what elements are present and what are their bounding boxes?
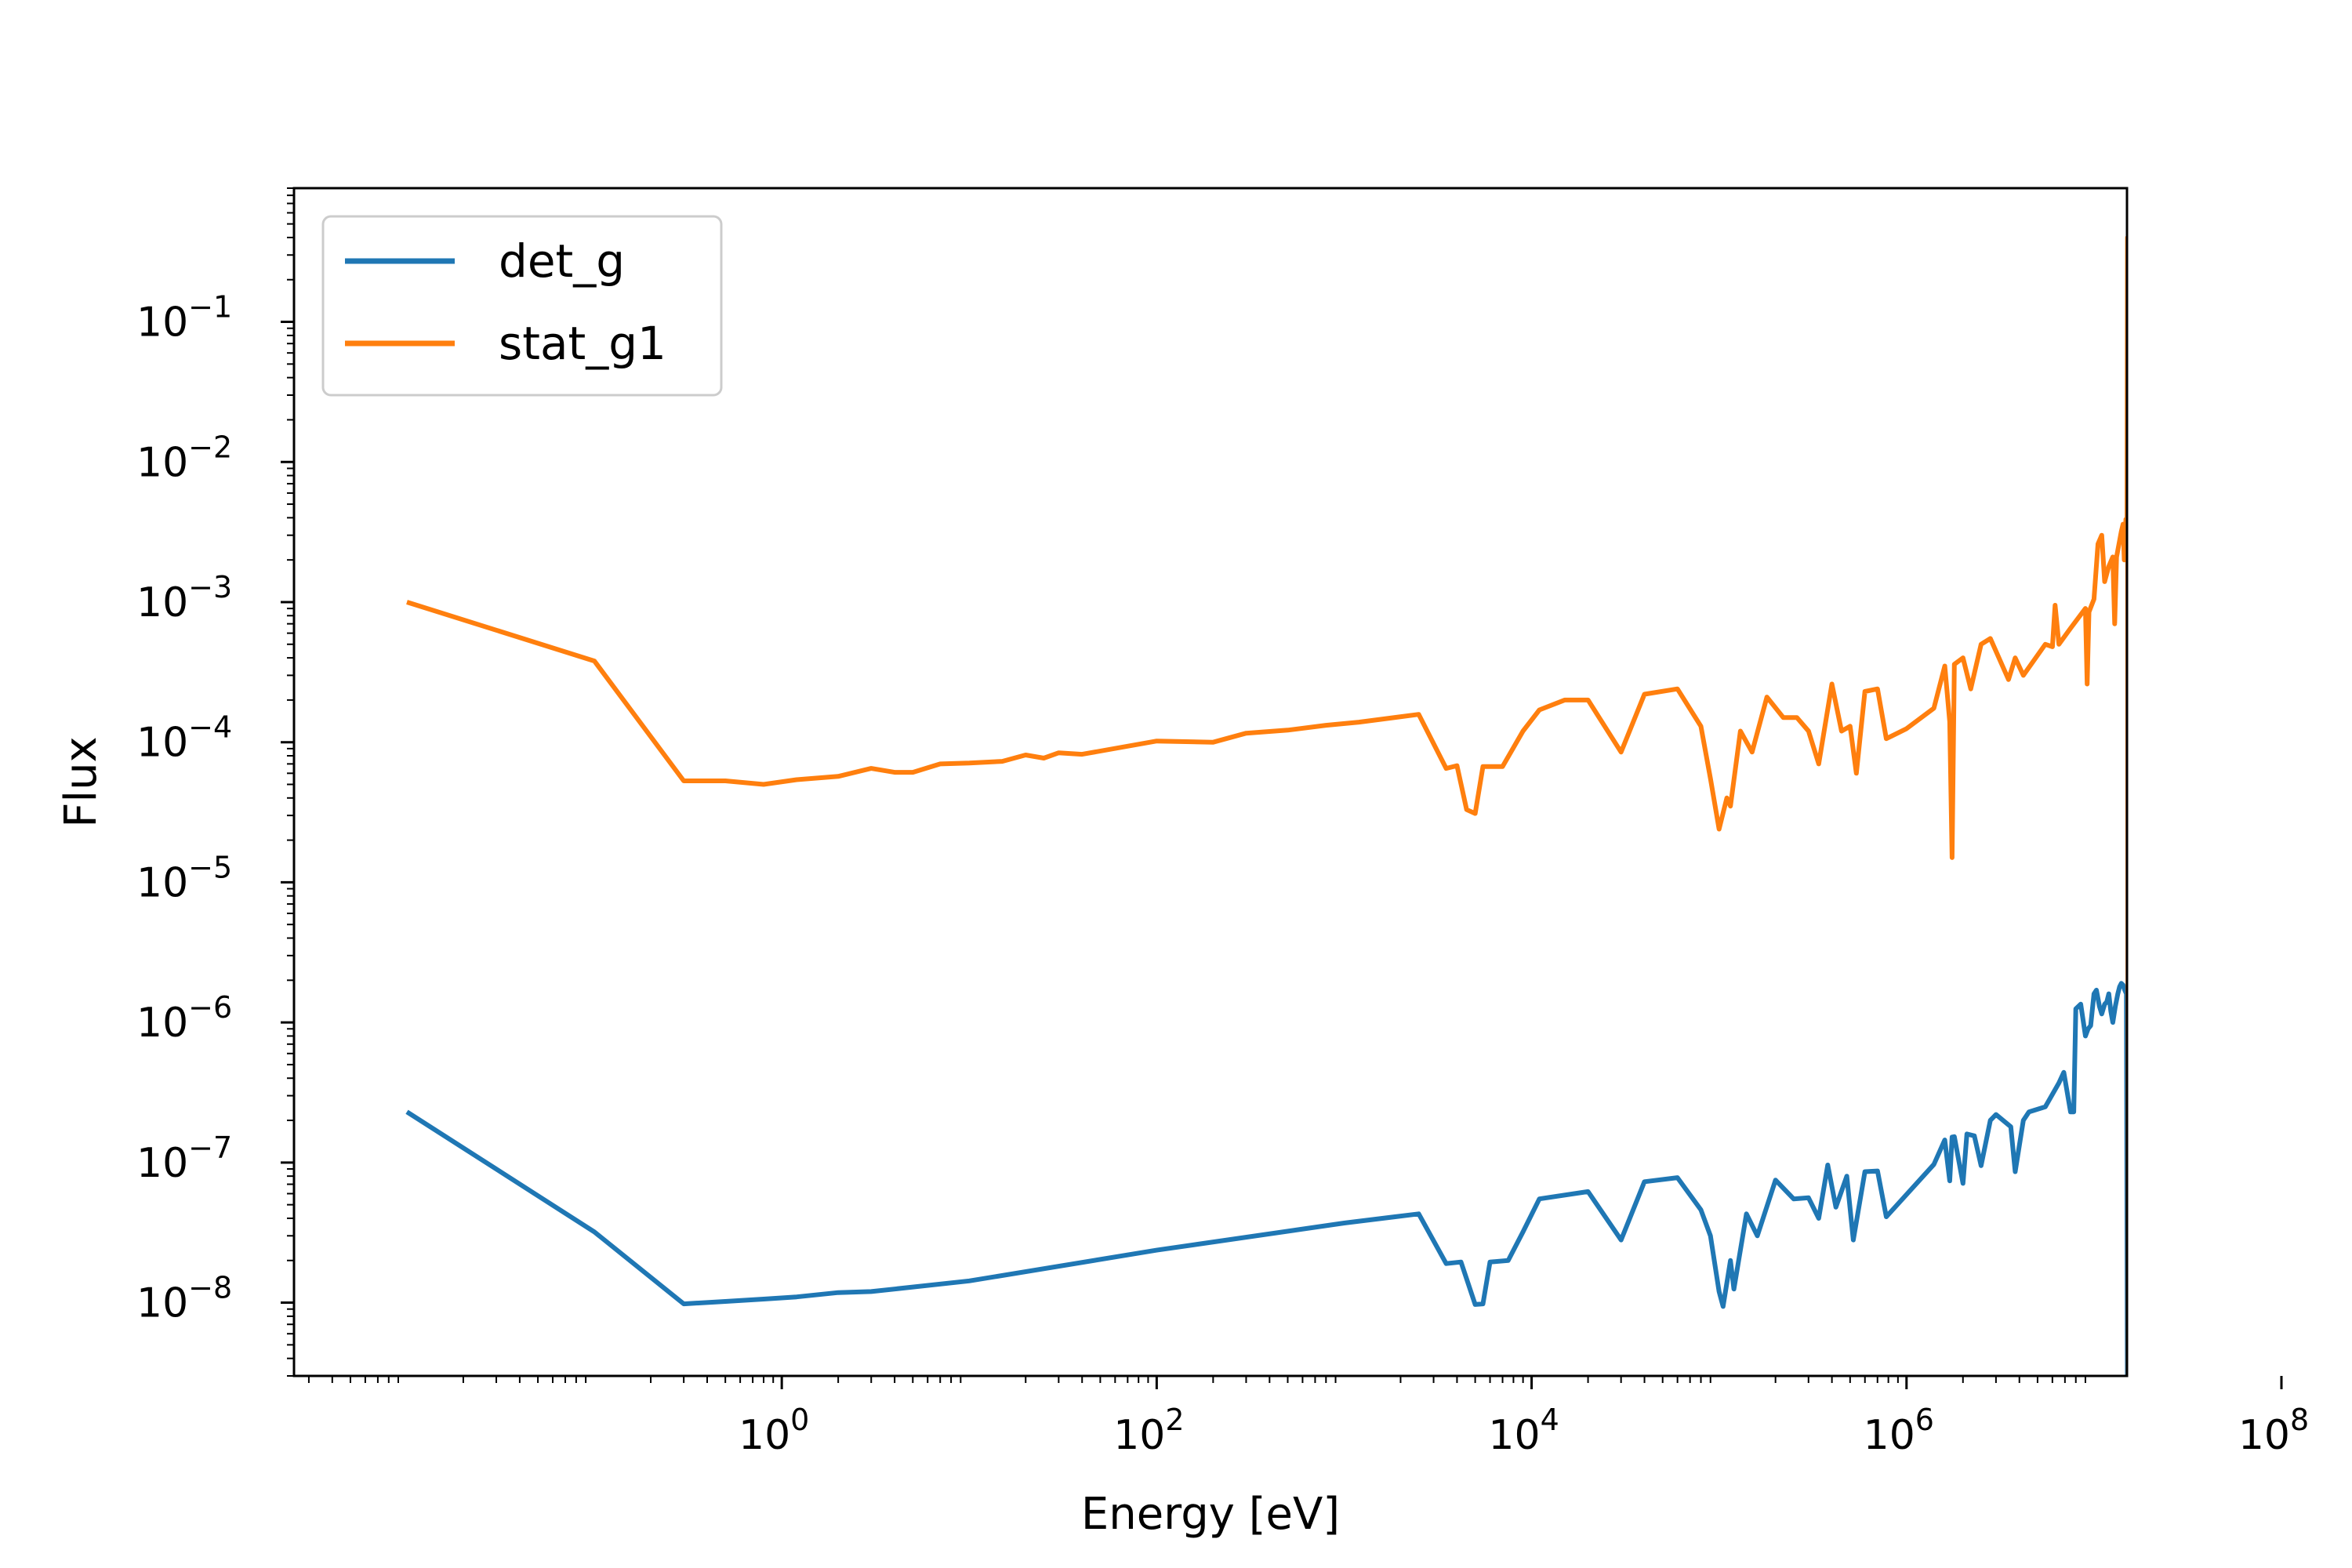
plot-frame bbox=[292, 187, 2129, 1377]
series-line-stat-g1 bbox=[406, 234, 2127, 1376]
legend-label-stat-g1: stat_g1 bbox=[499, 317, 666, 370]
y-tick-label: 10−5 bbox=[136, 850, 232, 906]
x-axis: 100 102 104 106 108 bbox=[307, 1376, 2309, 1459]
x-tick-label: 108 bbox=[2238, 1403, 2309, 1459]
y-tick-label: 10−1 bbox=[136, 290, 232, 347]
x-tick-label: 104 bbox=[1488, 1403, 1559, 1459]
y-axis: 10−8 10−7 10−6 10−5 10−4 10−3 10−2 10−1 bbox=[136, 187, 294, 1377]
series-line-det-g bbox=[405, 981, 2127, 1376]
series-layer bbox=[405, 234, 2127, 1376]
y-tick-label: 10−3 bbox=[136, 570, 232, 626]
y-tick-label: 10−7 bbox=[136, 1131, 232, 1187]
x-tick-label: 106 bbox=[1864, 1403, 1934, 1459]
x-axis-title: Energy [eV] bbox=[1081, 1489, 1340, 1540]
x-tick-label: 102 bbox=[1113, 1403, 1184, 1459]
y-tick-label: 10−4 bbox=[136, 710, 232, 767]
legend-label-det-g: det_g bbox=[499, 234, 625, 288]
y-tick-label: 10−8 bbox=[136, 1271, 232, 1327]
x-tick-label: 100 bbox=[739, 1403, 809, 1459]
y-axis-title: Flux bbox=[56, 736, 107, 827]
y-tick-label: 10−6 bbox=[136, 990, 232, 1047]
y-tick-label: 10−2 bbox=[136, 430, 232, 486]
legend: det_g stat_g1 bbox=[321, 215, 723, 397]
